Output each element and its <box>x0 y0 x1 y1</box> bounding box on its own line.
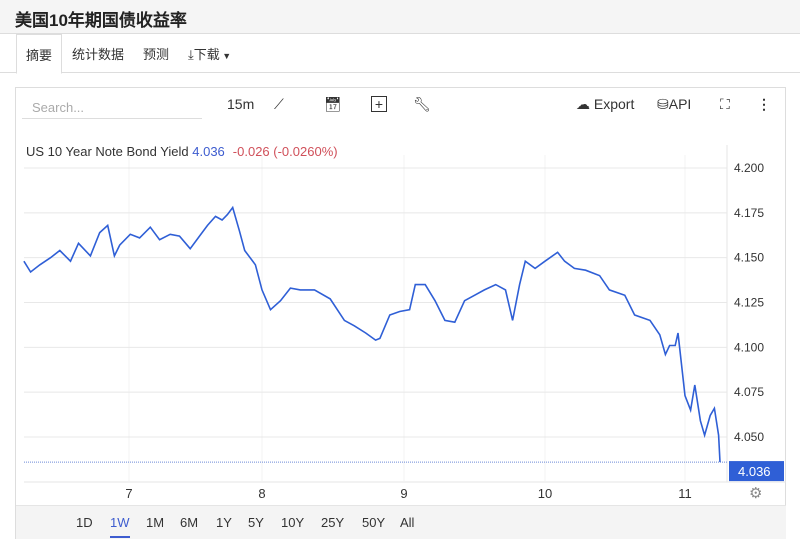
more-vertical-icon[interactable]: ⋮ <box>757 96 771 112</box>
interval-button[interactable]: 15m <box>227 96 255 112</box>
x-tick-label: 7 <box>125 486 132 501</box>
series-line <box>23 205 721 463</box>
period-1d[interactable]: 1D <box>76 515 93 530</box>
settings-gear-icon[interactable]: ⚙ <box>749 485 762 502</box>
period-5y[interactable]: 5Y <box>248 515 264 530</box>
y-tick-label: 4.075 <box>734 385 764 399</box>
line-chart-icon[interactable]: ⟋ <box>274 96 284 112</box>
x-tick-label: 9 <box>400 486 407 501</box>
y-tick-label: 4.100 <box>734 340 764 354</box>
download-icon: ⤓ <box>188 47 194 62</box>
period-1w[interactable]: 1W <box>110 515 130 538</box>
period-1m[interactable]: 1M <box>146 515 165 530</box>
period-25y[interactable]: 25Y <box>321 515 345 530</box>
caret-down-icon: ▼ <box>219 51 232 61</box>
chart-legend: US 10 Year Note Bond Yield 4.036 -0.026 (… <box>26 144 338 159</box>
x-tick-label: 8 <box>258 486 265 501</box>
y-tick-label: 4.050 <box>734 430 764 444</box>
x-tick-label: 10 <box>538 486 552 501</box>
database-icon: ⛁ <box>657 96 669 112</box>
cloud-download-icon: ☁ <box>576 96 594 112</box>
period-selector: 1D 1W 1M 6M 1Y 5Y 10Y 25Y 50Y All <box>16 505 786 539</box>
chart-card <box>15 87 786 539</box>
tab-bar: 摘要 统计数据 预测 ⤓下载 ▼ <box>0 34 800 74</box>
last-value-badge <box>729 461 784 482</box>
page-title: 美国10年期国债收益率 <box>15 11 187 30</box>
calendar-icon[interactable]: 📅︎ <box>324 96 342 112</box>
series-value: 4.036 <box>192 144 225 159</box>
fullscreen-icon[interactable]: ⛶ <box>720 96 730 112</box>
x-tick-label: 11 <box>678 486 692 501</box>
tab-forecast[interactable]: 预测 <box>143 47 170 62</box>
export-button[interactable]: ☁ Export <box>576 96 635 112</box>
series-name: US 10 Year Note Bond Yield <box>26 144 189 159</box>
period-10y[interactable]: 10Y <box>281 515 305 530</box>
plus-square-icon[interactable]: + <box>371 96 387 112</box>
period-all[interactable]: All <box>400 515 415 530</box>
api-button[interactable]: ⛁API <box>657 96 692 112</box>
tab-statistics[interactable]: 统计数据 <box>72 47 125 62</box>
search-input[interactable]: Search... <box>22 95 202 119</box>
series-change: -0.026 (-0.0260%) <box>232 144 338 159</box>
wrench-icon[interactable]: 🔧︎ <box>413 96 431 112</box>
y-tick-label: 4.150 <box>734 251 764 265</box>
y-tick-label: 4.125 <box>734 295 764 309</box>
y-tick-label: 4.200 <box>734 161 764 175</box>
period-1y[interactable]: 1Y <box>216 515 232 530</box>
tab-download[interactable]: ⤓下载 ▼ <box>188 47 232 62</box>
last-value-label: 4.036 <box>738 464 771 479</box>
tab-summary[interactable]: 摘要 <box>16 34 62 74</box>
y-tick-label: 4.175 <box>734 206 764 220</box>
title-bar: 美国10年期国债收益率 <box>0 0 800 34</box>
period-50y[interactable]: 50Y <box>362 515 386 530</box>
period-6m[interactable]: 6M <box>180 515 199 530</box>
